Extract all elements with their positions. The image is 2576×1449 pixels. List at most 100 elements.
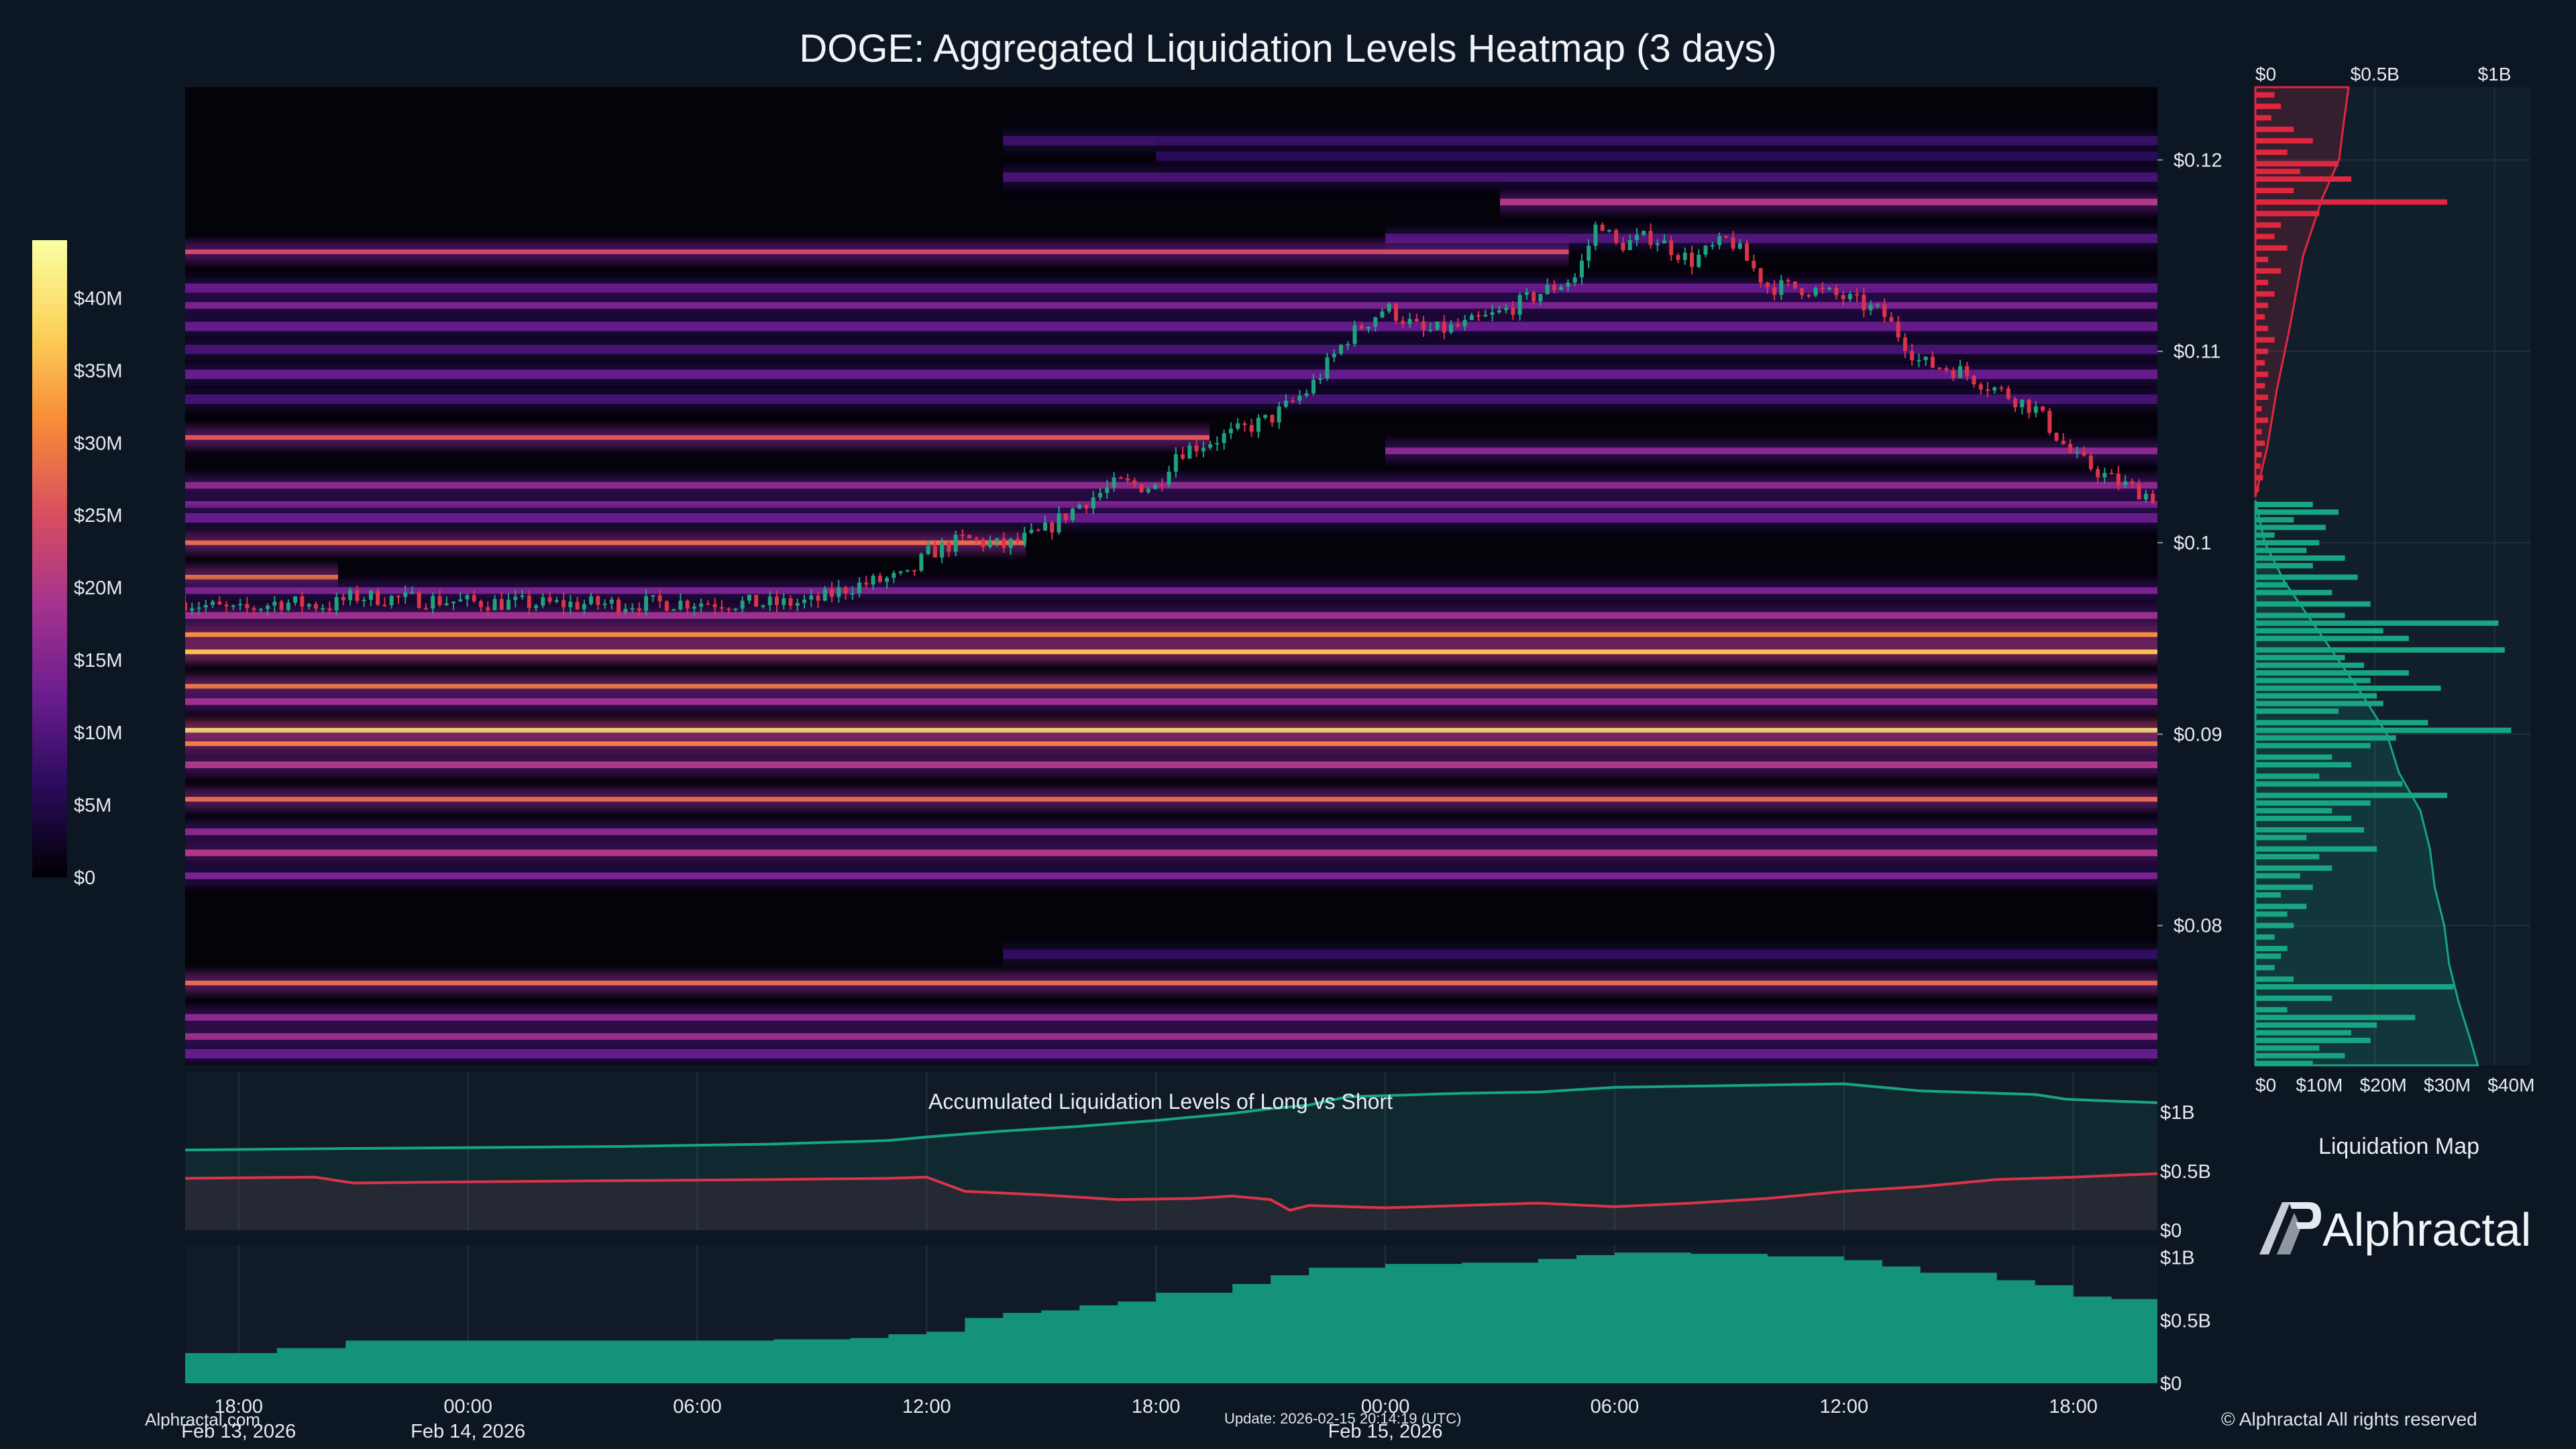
price-candle-body bbox=[1042, 523, 1047, 531]
colorbar-tick-label: $35M bbox=[74, 360, 123, 382]
price-candle-body bbox=[1242, 423, 1247, 425]
price-candle-body bbox=[1710, 245, 1715, 247]
liquidation-map-top-axis: $0 $0.5B $1B bbox=[2255, 64, 2511, 85]
net-panel: $1B $0.5B $0 bbox=[185, 1245, 2211, 1395]
price-candle-body bbox=[2054, 433, 2059, 441]
price-candle-body bbox=[2123, 481, 2128, 486]
price-candle-body bbox=[1428, 329, 1433, 331]
long-liquidation-bar bbox=[2255, 945, 2288, 951]
price-candle-body bbox=[767, 596, 772, 606]
price-candle-body bbox=[1855, 294, 1860, 296]
liquidation-level-band bbox=[185, 394, 2157, 405]
price-candle-body bbox=[1477, 315, 1481, 317]
price-candle-body bbox=[712, 604, 717, 608]
long-liquidation-bar bbox=[2255, 601, 2371, 607]
price-candle-body bbox=[389, 596, 394, 606]
price-candle-body bbox=[672, 609, 676, 611]
long-liquidation-bar bbox=[2255, 792, 2448, 798]
price-candle-body bbox=[802, 599, 807, 603]
price-candle-body bbox=[2082, 451, 2086, 456]
price-candle-body bbox=[912, 570, 917, 572]
price-candle-body bbox=[685, 600, 690, 609]
price-candle-body bbox=[217, 601, 222, 605]
price-candle-body bbox=[575, 601, 580, 610]
price-candle-body bbox=[1421, 321, 1426, 331]
price-candle-body bbox=[664, 601, 669, 611]
price-candle-body bbox=[300, 596, 305, 607]
x-tick-label: 00:00 bbox=[1361, 1396, 1410, 1417]
price-candle-body bbox=[1291, 400, 1295, 402]
long-liquidation-bar bbox=[2255, 693, 2377, 699]
price-candle-body bbox=[609, 599, 614, 604]
price-candle-body bbox=[919, 553, 924, 571]
price-candle-body bbox=[1002, 538, 1006, 548]
price-candle-body bbox=[1297, 396, 1302, 401]
price-candle-body bbox=[850, 593, 855, 595]
price-candle-body bbox=[266, 605, 270, 609]
heatmap-y-axis: $0.12 $0.11 $0.1 $0.09 $0.08 bbox=[2157, 150, 2222, 937]
price-candle-body bbox=[1359, 325, 1364, 329]
liquidation-level-band bbox=[185, 482, 2157, 489]
short-liquidation-bar bbox=[2255, 291, 2275, 297]
price-candle-body bbox=[2151, 493, 2155, 503]
x-tick-label: 18:00 bbox=[214, 1396, 263, 1417]
long-liquidation-bar bbox=[2255, 628, 2383, 634]
liquidation-level-band bbox=[185, 513, 2157, 523]
price-candle-body bbox=[1504, 307, 1509, 311]
price-candle-body bbox=[885, 578, 890, 582]
price-candle-body bbox=[926, 545, 930, 554]
price-candle-body bbox=[211, 601, 215, 605]
liquidation-level-band bbox=[185, 587, 2157, 594]
long-liquidation-bar bbox=[2255, 1045, 2320, 1051]
short-accumulated-area bbox=[185, 1173, 2157, 1230]
price-candle-body bbox=[1965, 366, 1970, 376]
long-liquidation-bar bbox=[2255, 1007, 2288, 1013]
price-candle-body bbox=[1703, 246, 1708, 255]
short-liquidation-bar bbox=[2255, 475, 2263, 481]
long-liquidation-bar bbox=[2255, 509, 2339, 515]
price-candle-body bbox=[2061, 440, 2065, 444]
short-liquidation-bar bbox=[2255, 138, 2313, 144]
price-candle-body bbox=[987, 541, 992, 547]
price-candle-body bbox=[2068, 443, 2073, 453]
long-liquidation-bar bbox=[2255, 532, 2275, 538]
short-liquidation-bar bbox=[2255, 337, 2275, 343]
price-candle-body bbox=[437, 596, 442, 606]
price-candle-body bbox=[1986, 389, 1990, 391]
price-candle-body bbox=[1917, 360, 1921, 362]
heatmap-panel: $0.12 $0.11 $0.1 $0.09 $0.08 bbox=[185, 87, 2222, 1065]
colorbar-tick-label: $30M bbox=[74, 433, 123, 454]
short-liquidation-bar bbox=[2255, 280, 2269, 286]
short-liquidation-bar bbox=[2255, 126, 2294, 132]
price-candle-body bbox=[1132, 480, 1137, 484]
price-candle-body bbox=[1497, 310, 1501, 313]
colorbar: $40M $35M $30M $25M $20M $15M $10M $5M $0 bbox=[32, 240, 123, 889]
long-liquidation-bar bbox=[2255, 781, 2403, 787]
price-candle-body bbox=[1538, 294, 1543, 302]
liquidation-level-band bbox=[185, 283, 2157, 293]
price-candle-body bbox=[1338, 345, 1343, 354]
price-candle-body bbox=[197, 607, 201, 609]
liquidation-level-band bbox=[1003, 136, 2157, 146]
short-liquidation-bar bbox=[2255, 115, 2271, 121]
price-candle-body bbox=[1277, 407, 1281, 423]
price-candle-body bbox=[953, 535, 958, 552]
price-candle-body bbox=[1263, 415, 1268, 418]
colorbar-tick-label: $40M bbox=[74, 288, 123, 309]
liquidation-level-band bbox=[185, 796, 2157, 802]
y-tick-label: $0.1 bbox=[2174, 533, 2211, 554]
price-candle-body bbox=[1118, 477, 1123, 479]
accumulated-y-tick-label: $1B bbox=[2160, 1102, 2195, 1124]
price-candle-body bbox=[1717, 235, 1722, 246]
price-candle-body bbox=[1449, 324, 1454, 333]
price-candle-body bbox=[1469, 315, 1474, 321]
price-candle-body bbox=[1545, 284, 1550, 294]
net-y-tick-label: $1B bbox=[2160, 1248, 2195, 1269]
price-candle-body bbox=[2027, 399, 2031, 413]
long-liquidation-bar bbox=[2255, 976, 2294, 982]
colorbar-tick-label: $15M bbox=[74, 650, 123, 672]
liquidation-level-band bbox=[1385, 447, 2157, 455]
long-liquidation-bar bbox=[2255, 540, 2320, 546]
price-candle-body bbox=[699, 603, 704, 607]
long-liquidation-bar bbox=[2255, 517, 2294, 523]
